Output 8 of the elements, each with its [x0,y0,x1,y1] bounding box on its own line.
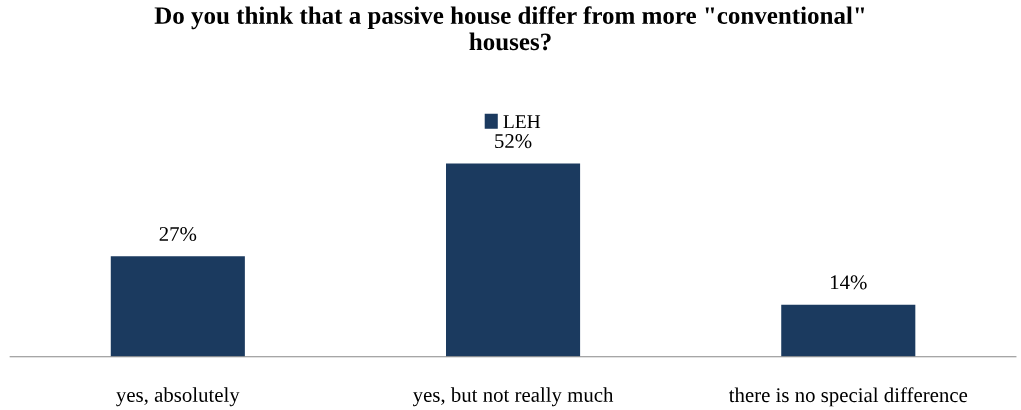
chart-title: Do you think that a passive house differ from more "conventional" houses? [154,6,865,51]
x-tick-label: yes, but not really much [412,387,614,407]
data-label: 52% [495,134,532,149]
legend-label: LEH [503,115,541,129]
data-label: 14% [831,275,867,290]
x-tick-label: there is no special difference [728,387,968,407]
x-tick-label: yes, absolutely [116,387,240,407]
data-label: 27% [159,226,197,242]
